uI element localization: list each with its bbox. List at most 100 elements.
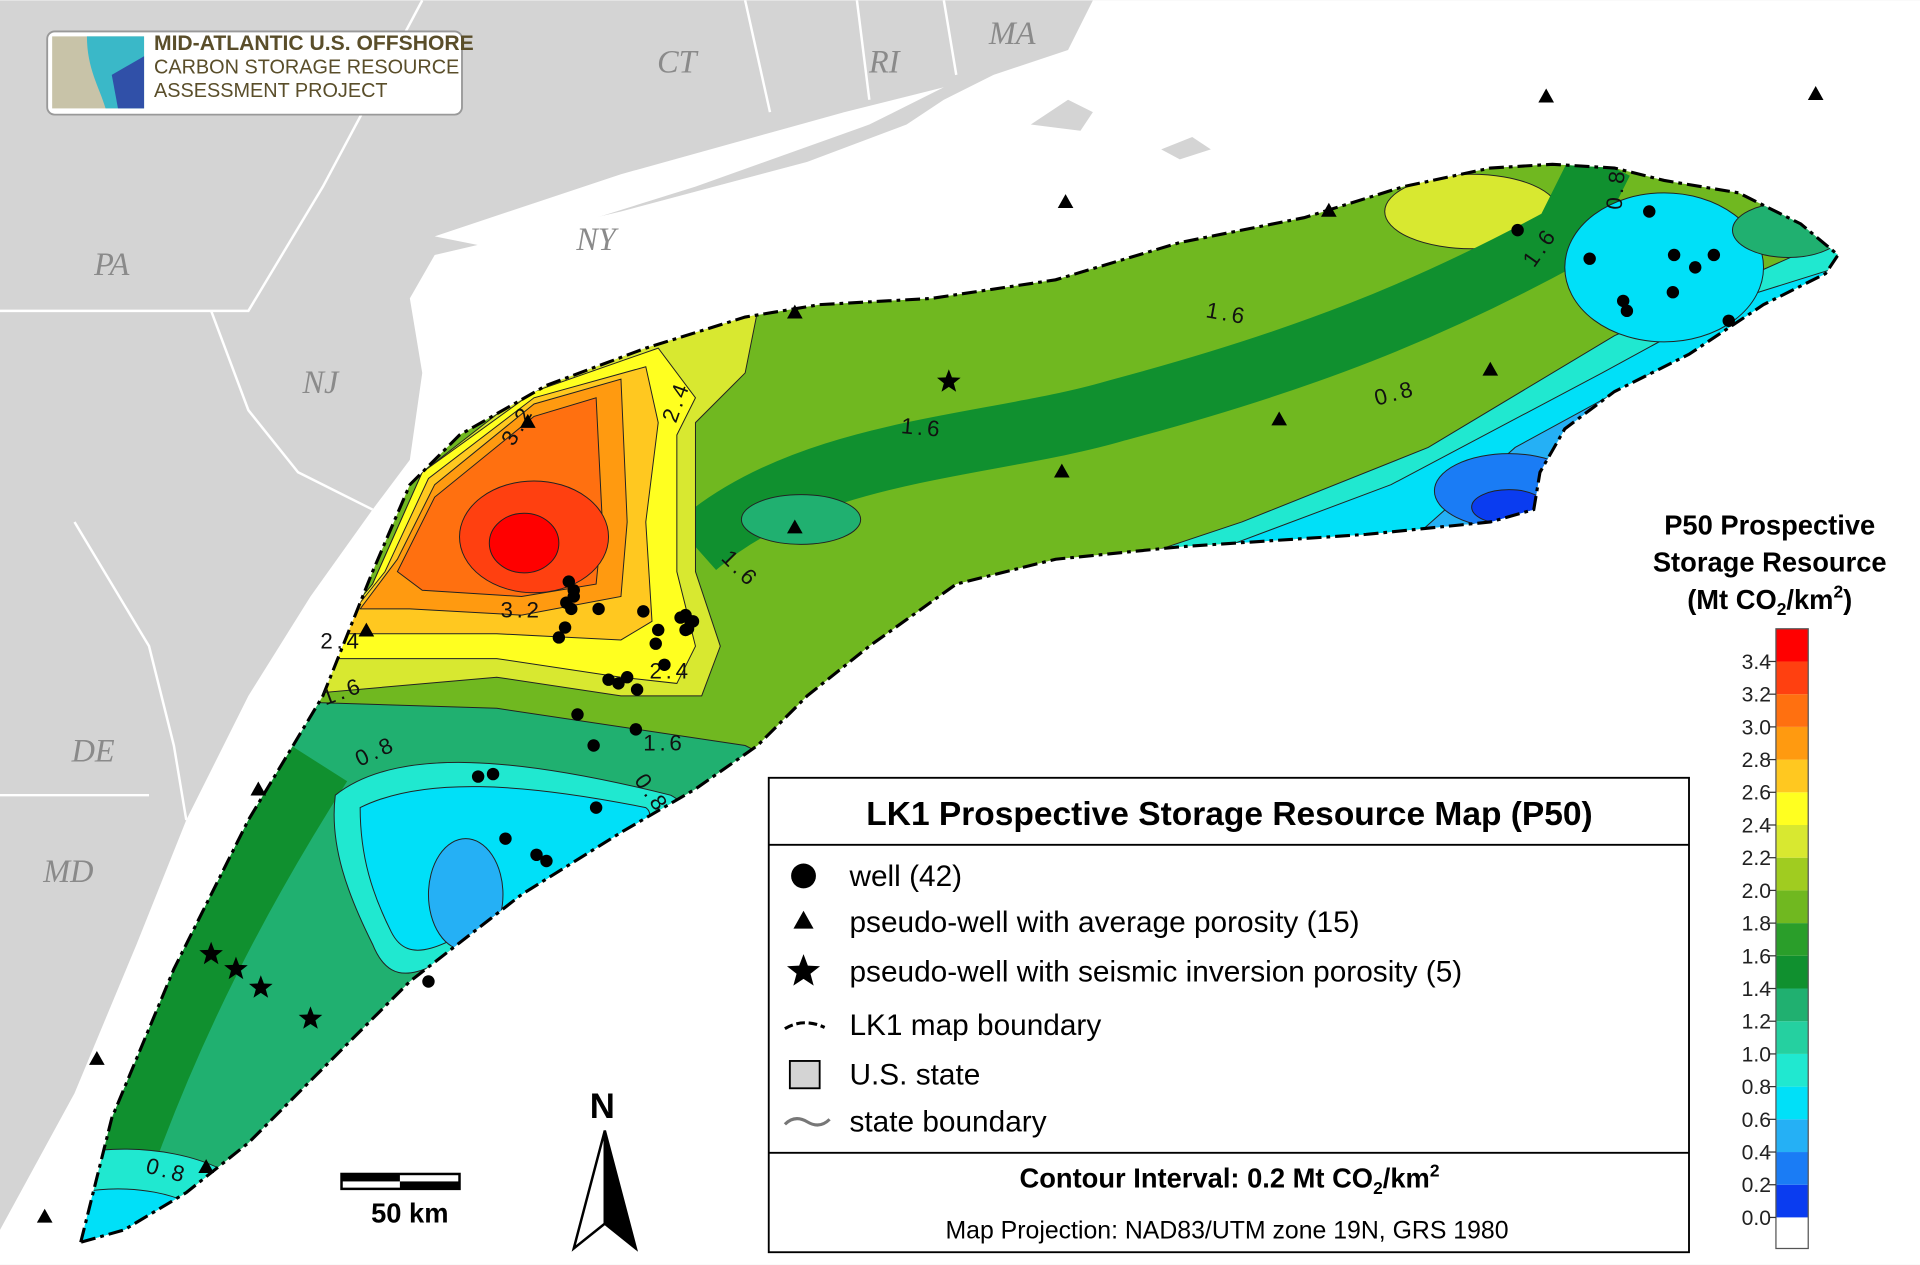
legend-label: pseudo-well with seismic inversion poros… — [849, 955, 1462, 988]
color-band — [1775, 1053, 1809, 1087]
well — [1689, 261, 1702, 274]
pseudo-well — [793, 910, 814, 929]
well — [530, 848, 543, 862]
well — [1583, 252, 1596, 265]
well — [1722, 314, 1735, 327]
color-band — [1775, 890, 1809, 924]
well — [602, 673, 615, 686]
colorbar-title: Storage Resource — [1653, 547, 1887, 578]
well — [652, 623, 665, 637]
color-band — [1775, 1086, 1809, 1120]
colorbar-tick-label: 1.2 — [1742, 1011, 1771, 1034]
state-label: PA — [93, 246, 130, 282]
color-band — [1775, 759, 1809, 793]
color-band-below — [1775, 1217, 1809, 1249]
well — [499, 832, 512, 845]
well — [486, 767, 500, 781]
state-label: MD — [42, 853, 93, 889]
pseudo-well — [1054, 463, 1070, 478]
north-arrow — [603, 1130, 639, 1252]
legend-label: U.S. state — [849, 1059, 980, 1092]
colorbar-tick-label: 0.4 — [1742, 1141, 1772, 1164]
legend-label: LK1 map boundary — [849, 1009, 1101, 1042]
well — [1643, 205, 1656, 218]
state-label: NJ — [301, 364, 340, 400]
pseudo-well — [1057, 194, 1074, 209]
colorbar-tick-label: 1.8 — [1742, 913, 1771, 936]
contour-label: 1.6 — [900, 413, 944, 442]
pseudo-well — [787, 519, 803, 534]
pseudo-well — [1807, 86, 1824, 100]
legend-label: pseudo-well with average porosity (15) — [849, 906, 1359, 939]
superscript: 2 — [1430, 1160, 1440, 1180]
color-band — [1775, 1119, 1809, 1153]
subscript: 2 — [1777, 599, 1787, 619]
contour-interval: Contour Interval: 0.2 Mt CO2/km2 — [1019, 1160, 1439, 1197]
text: (Mt CO — [1687, 584, 1777, 615]
text: ) — [1843, 584, 1852, 615]
color-band — [1775, 923, 1809, 956]
band — [488, 512, 560, 574]
pseudo-well — [198, 1159, 214, 1173]
logo-icon — [111, 56, 145, 109]
pseudo-well — [1271, 411, 1287, 426]
contour-label: 0.8 — [1601, 166, 1630, 210]
color-band — [1775, 792, 1809, 825]
seismic-well — [224, 956, 248, 980]
legend-symbol — [783, 1117, 831, 1127]
well — [565, 602, 578, 616]
legend-symbol — [784, 1021, 826, 1031]
well — [540, 854, 553, 868]
color-band — [1775, 726, 1809, 760]
logo-text: ASSESSMENT PROJECT — [154, 80, 388, 102]
logo-text: MID-ATLANTIC U.S. OFFSHORE — [154, 32, 474, 55]
state-label: RI — [868, 43, 901, 79]
well — [558, 621, 572, 634]
well — [571, 708, 584, 721]
colorbar-unit: (Mt CO2/km2) — [1687, 582, 1852, 619]
color-band — [1775, 1021, 1809, 1054]
colorbar-tick-label: 2.8 — [1742, 749, 1771, 772]
subscript: 2 — [1373, 1178, 1383, 1198]
sound — [434, 87, 944, 249]
legend-symbol — [788, 1060, 821, 1090]
colorbar-tick-label: 2.0 — [1742, 880, 1771, 903]
seismic-well — [787, 954, 821, 986]
color-band — [1775, 661, 1809, 695]
colorbar-tick-label: 3.4 — [1742, 651, 1772, 674]
colorbar-tick-label: 3.0 — [1742, 716, 1771, 739]
well — [612, 677, 625, 690]
color-band — [1775, 1184, 1809, 1218]
state-boundary — [209, 310, 374, 511]
well — [649, 637, 662, 650]
colorbar-tick-label: 2.4 — [1742, 814, 1772, 837]
scale-bar — [341, 1173, 400, 1182]
colorbar: 0.0 0.2 0.4 0.6 0.8 1.0 1.2 1.4 1.6 1.8 2.0 2.2 2.4 2… — [1742, 628, 1809, 1250]
seismic-well — [298, 1006, 323, 1029]
seismic-well — [199, 941, 223, 965]
logo-text: CARBON STORAGE RESOURCE — [154, 57, 459, 79]
legend-items: well (42) pseudo-well with average porosi… — [783, 860, 1462, 1139]
contour-label: 1.6 — [643, 730, 685, 755]
well — [589, 801, 603, 814]
well — [1511, 223, 1524, 237]
contour-label: 2.4 — [650, 658, 692, 683]
band — [80, 734, 348, 1171]
north-label: N — [590, 1088, 615, 1126]
well — [587, 739, 600, 752]
well — [1620, 304, 1634, 318]
pseudo-well — [1321, 202, 1337, 217]
well — [471, 770, 485, 783]
state-label: DE — [71, 733, 115, 769]
state-label: MA — [988, 15, 1036, 51]
symbols — [36, 86, 1824, 1223]
logo-box — [46, 30, 463, 116]
pseudo-well — [519, 413, 536, 428]
superscript: 2 — [1833, 582, 1843, 602]
pseudo-well — [89, 1051, 105, 1065]
legend-symbol — [791, 863, 816, 889]
color-band — [1775, 628, 1809, 662]
contour-label: 3.2 — [500, 598, 542, 623]
